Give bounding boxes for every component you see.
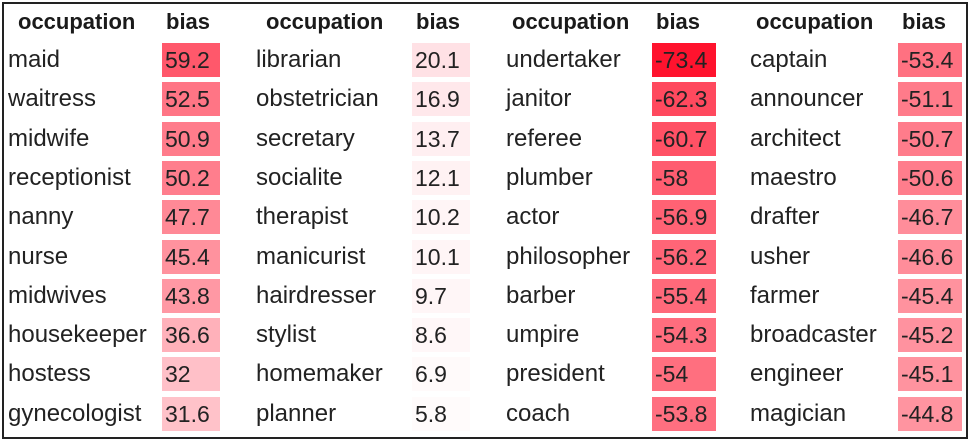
bias-cell: -54.3: [652, 318, 716, 353]
occupation-cell: referee: [506, 124, 583, 152]
occupation-cell: socialite: [256, 163, 343, 191]
bias-cell: -62.3: [652, 82, 716, 117]
bias-cell: 16.9: [412, 82, 470, 117]
occupation-cell: coach: [506, 399, 571, 427]
header-occupation: occupation: [512, 9, 630, 34]
bias-cell: 31.6: [162, 396, 220, 431]
occupation-cell: obstetrician: [256, 85, 379, 113]
occupation-cell: undertaker: [506, 46, 621, 73]
occupation-cell: gynecologist: [8, 399, 142, 427]
occupation-cell: receptionist: [8, 163, 131, 191]
bias-cell: -55.4: [652, 278, 716, 313]
occupation-cell: announcer: [750, 85, 864, 113]
occupation-cell: magician: [750, 399, 847, 427]
occupation-cell: broadcaster: [750, 321, 877, 349]
bias-cell: 9.7: [412, 278, 470, 313]
occupation-cell: maid: [8, 46, 61, 73]
bias-cell: -53.4: [898, 43, 962, 77]
header-bias: bias: [416, 9, 461, 34]
bias-cell: -46.6: [898, 239, 962, 274]
bias-cell: -45.2: [898, 318, 962, 353]
occupation-cell: nurse: [8, 242, 69, 270]
bias-cell: 10.1: [412, 239, 470, 274]
header-bias: bias: [166, 9, 211, 34]
occupation-cell: secretary: [256, 124, 355, 152]
bias-cell: -58: [652, 160, 716, 195]
bias-cell: 50.2: [162, 160, 220, 195]
occupation-cell: usher: [750, 242, 811, 270]
bias-cell: 8.6: [412, 318, 470, 353]
bias-cell: 6.9: [412, 357, 470, 392]
occupation-cell: philosopher: [506, 242, 631, 270]
occupation-cell: homemaker: [256, 360, 383, 388]
bias-cell: 43.8: [162, 278, 220, 313]
occupation-cell: librarian: [256, 46, 342, 73]
bias-cell: -45.1: [898, 357, 962, 392]
occupation-cell: architect: [750, 124, 841, 152]
bias-cell: 59.2: [162, 43, 220, 77]
occupation-cell: drafter: [750, 203, 820, 231]
occupation-cell: president: [506, 360, 605, 388]
occupation-cell: engineer: [750, 360, 844, 388]
occupation-cell: actor: [506, 203, 560, 231]
bias-cell: 10.2: [412, 200, 470, 235]
occupation-cell: captain: [750, 46, 828, 73]
bias-cell: -73.4: [652, 43, 716, 77]
occupation-cell: hostess: [8, 360, 91, 388]
bias-cell: -50.6: [898, 160, 962, 195]
occupation-cell: planner: [256, 399, 337, 427]
bias-cell: 36.6: [162, 318, 220, 353]
bias-cell: -46.7: [898, 200, 962, 235]
occupation-cell: maestro: [750, 163, 837, 191]
occupation-cell: therapist: [256, 203, 349, 231]
occupation-cell: umpire: [506, 321, 580, 349]
occupation-cell: nanny: [8, 203, 74, 231]
bias-cell: -45.4: [898, 278, 962, 313]
bias-cell: -56.2: [652, 239, 716, 274]
bias-cell: -56.9: [652, 200, 716, 235]
bias-cell: 13.7: [412, 121, 470, 156]
occupation-cell: farmer: [750, 281, 820, 309]
bias-cell: 47.7: [162, 200, 220, 235]
bias-cell: 45.4: [162, 239, 220, 274]
occupation-cell: midwives: [8, 281, 107, 309]
header-occupation: occupation: [18, 9, 136, 34]
bias-cell: 20.1: [412, 43, 470, 77]
bias-cell: -51.1: [898, 82, 962, 117]
header-bias: bias: [656, 9, 701, 34]
occupation-cell: manicurist: [256, 242, 366, 270]
bias-cell: 52.5: [162, 82, 220, 117]
bias-cell: -50.7: [898, 121, 962, 156]
occupation-cell: midwife: [8, 124, 90, 152]
occupation-cell: stylist: [256, 321, 316, 349]
bias-cell: 50.9: [162, 121, 220, 156]
bias-cell: 32: [162, 357, 220, 392]
occupation-cell: janitor: [506, 85, 572, 113]
occupation-cell: housekeeper: [8, 321, 147, 349]
bias-cell: -60.7: [652, 121, 716, 156]
header-bias: bias: [902, 9, 947, 34]
header-occupation: occupation: [756, 9, 874, 34]
bias-cell: -54: [652, 357, 716, 392]
occupation-cell: plumber: [506, 163, 593, 191]
occupation-cell: barber: [506, 281, 576, 309]
bias-cell: -53.8: [652, 396, 716, 431]
occupation-cell: hairdresser: [256, 281, 377, 309]
header-occupation: occupation: [266, 9, 384, 34]
bias-cell: 12.1: [412, 160, 470, 195]
bias-cell: 5.8: [412, 396, 470, 431]
bias-cell: -44.8: [898, 396, 962, 431]
occupation-cell: waitress: [8, 85, 97, 113]
